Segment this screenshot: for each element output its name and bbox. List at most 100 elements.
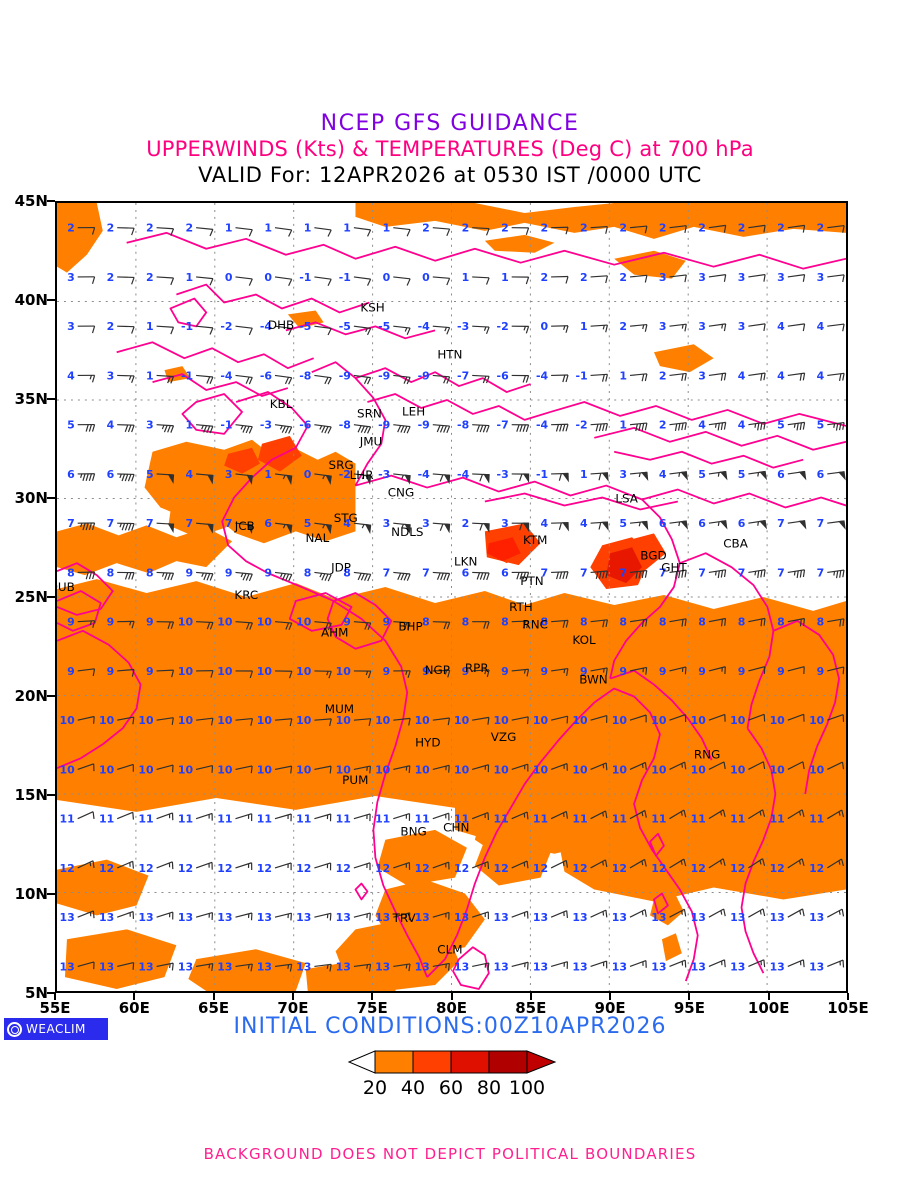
wind-barb [432, 325, 451, 335]
temperature-value: 1 [225, 222, 233, 235]
temperature-value: 3 [777, 271, 785, 284]
temperature-value: 10 [572, 714, 588, 727]
wind-barb [196, 670, 214, 678]
wind-barb [629, 618, 648, 627]
temperature-value: 12 [612, 862, 627, 875]
temperature-value: 8 [304, 566, 312, 579]
wind-barb [511, 668, 530, 677]
wind-barb [274, 621, 293, 631]
wind-barb [748, 809, 766, 820]
wind-barb [551, 522, 569, 532]
temperature-value: 2 [580, 222, 588, 235]
wind-barb [472, 669, 490, 678]
temperature-value: 8 [501, 616, 509, 629]
temperature-value: 2 [580, 271, 588, 284]
wind-barb [629, 323, 648, 332]
temperature-value: 11 [651, 813, 666, 826]
lon-tick-label: 105E [827, 999, 869, 1017]
wind-barb [353, 424, 372, 434]
temperature-value: 13 [730, 960, 745, 973]
temperature-value: 2 [501, 222, 509, 235]
temperature-value: 10 [770, 763, 786, 776]
temperature-value: 13 [533, 960, 548, 973]
wind-barb [471, 861, 490, 869]
temperature-value: 11 [138, 813, 153, 826]
temperature-value: 5 [738, 468, 746, 481]
lat-tick-label: 5N [25, 984, 48, 1002]
wind-barb [196, 621, 214, 630]
temperature-value: 8 [422, 616, 430, 629]
wind-barb [195, 764, 214, 773]
temperature-value: 11 [533, 813, 548, 826]
wind-barb [708, 617, 727, 627]
wind-barb [708, 809, 726, 820]
wind-barb [353, 862, 371, 871]
temperature-value: 13 [217, 960, 232, 973]
weaclim-label: WEACLIM [26, 1022, 86, 1036]
wind-barb [629, 569, 648, 579]
wind-barb [432, 812, 450, 821]
colorbar-segment-under [347, 1050, 376, 1074]
wind-barb [590, 909, 608, 918]
temperature-value: 8 [777, 616, 785, 629]
temperature-value: 13 [415, 960, 430, 973]
temperature-value: -6 [260, 369, 273, 382]
wind-barb [393, 717, 411, 726]
temperature-value: 10 [415, 763, 431, 776]
temperature-value: 10 [336, 763, 352, 776]
temperature-value: -2 [575, 419, 587, 432]
temperature-value: 12 [572, 862, 587, 875]
wind-barb [669, 618, 687, 627]
temperature-value: 10 [59, 763, 75, 776]
temperature-value: 5 [304, 517, 312, 530]
temperature-value: 10 [454, 714, 470, 727]
wind-barb [235, 473, 253, 485]
temperature-value: 10 [257, 665, 273, 678]
wind-barb [156, 764, 174, 773]
wind-barb [669, 666, 687, 675]
temperature-value: 3 [619, 468, 627, 481]
temperature-value: 6 [501, 566, 509, 579]
wind-barb [77, 763, 95, 772]
lat-tick-label: 15N [14, 786, 48, 804]
map-plot-area[interactable]: 2 2 2 2 1 1 1 1 1 2 2 2 2 2 2 2 2 2 2 2 3 2 2 1 0 0 -1 -1 0 0 1 1 2 2 2 3 3 3… [55, 201, 848, 993]
wind-barb [235, 717, 253, 726]
temperature-value: 1 [146, 369, 154, 382]
temperature-value: 9 [343, 616, 351, 629]
temperature-value: 11 [257, 813, 272, 826]
wind-barb [472, 764, 490, 773]
wind-barb [787, 274, 806, 282]
temperature-value: 11 [730, 813, 745, 826]
temperature-value: 7 [422, 566, 430, 579]
wind-barb [235, 522, 253, 535]
wind-barb [590, 619, 608, 628]
wind-barb [235, 670, 253, 679]
wind-barb [77, 668, 96, 677]
wind-barb [314, 571, 332, 582]
wind-barb [393, 374, 411, 385]
temperature-value: 4 [67, 369, 75, 382]
wind-barb [669, 372, 687, 382]
wind-barb [826, 809, 845, 820]
wind-barb [353, 813, 371, 822]
temperature-value: 13 [651, 911, 666, 924]
temperature-value: -1 [339, 271, 351, 284]
temperature-value: 1 [462, 271, 470, 284]
wind-barb [590, 667, 608, 676]
weaclim-logo: WEACLIM [4, 1018, 108, 1040]
wind-barb [77, 522, 96, 531]
temperature-value: 9 [146, 616, 154, 629]
station-label: TRV [392, 911, 417, 925]
wind-barb [748, 323, 766, 332]
wind-barb [393, 963, 411, 972]
temperature-value: 0 [264, 271, 272, 284]
temperature-value: 10 [809, 763, 825, 776]
temperature-value: 1 [264, 222, 272, 235]
wind-barb [274, 862, 292, 871]
temperature-value: 11 [336, 813, 351, 826]
wind-barb [117, 227, 135, 236]
temperature-value: 9 [383, 665, 391, 678]
temperature-value: 3 [67, 271, 75, 284]
wind-barb [117, 961, 135, 970]
